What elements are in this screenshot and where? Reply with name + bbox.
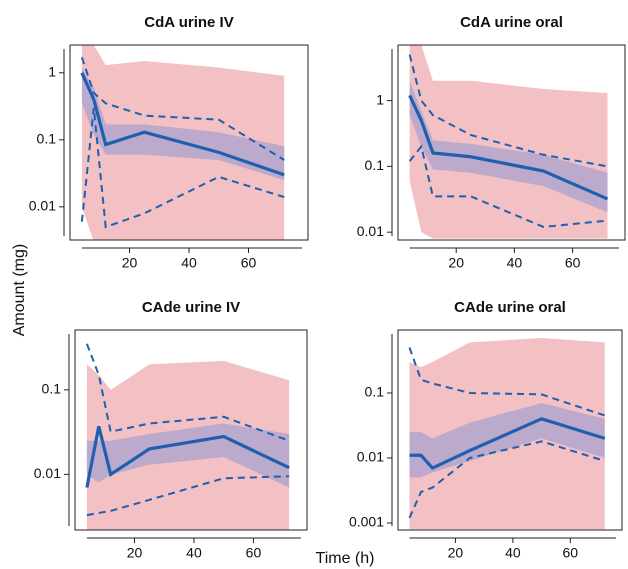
- x-tick-label: 40: [181, 255, 197, 271]
- panel-title: CAde urine oral: [454, 299, 566, 316]
- plot-frame: [74, 329, 308, 531]
- median-line: [85, 425, 290, 488]
- median-line: [409, 417, 606, 470]
- median-line: [408, 94, 609, 201]
- y-tick-label: 1: [48, 64, 56, 80]
- plot-frame: [397, 329, 623, 531]
- panel-title: CAde urine IV: [142, 299, 240, 316]
- x-tick-label: 60: [563, 545, 579, 561]
- percentile-line: [408, 144, 608, 228]
- x-tick-label: 40: [186, 545, 202, 561]
- percentile-line: [80, 107, 285, 229]
- y-tick-label: 0.001: [349, 514, 384, 530]
- y-tick-label: 0.1: [37, 131, 57, 147]
- x-tick-label: 60: [565, 255, 581, 271]
- plot-area: [408, 45, 609, 239]
- x-tick-label: 40: [507, 255, 523, 271]
- plot-area: [80, 45, 285, 240]
- x-tick-label: 60: [241, 255, 257, 271]
- x-axis-label: Time (h): [316, 550, 375, 567]
- percentile-line: [408, 347, 606, 417]
- x-tick-label: 40: [505, 545, 521, 561]
- x-tick-label: 60: [246, 545, 262, 561]
- percentile-line: [408, 54, 608, 168]
- y-tick-label: 0.01: [357, 223, 384, 239]
- percentile-line: [85, 343, 290, 442]
- x-tick-label: 20: [448, 545, 464, 561]
- plot-frame: [69, 44, 309, 241]
- panel-title: CdA urine IV: [144, 14, 233, 31]
- x-tick-label: 20: [448, 255, 464, 271]
- y-tick-label: 0.01: [29, 198, 56, 214]
- percentile-line: [80, 57, 285, 161]
- plot-area: [408, 338, 606, 530]
- plot-area: [85, 343, 290, 530]
- plot-frame: [397, 44, 626, 241]
- interval-band: [86, 423, 290, 488]
- percentile-line: [408, 440, 606, 519]
- x-tick-label: 20: [122, 255, 138, 271]
- x-tick-label: 20: [127, 545, 143, 561]
- panel-title: CdA urine oral: [460, 14, 563, 31]
- y-tick-label: 0.1: [42, 381, 62, 397]
- y-tick-label: 0.01: [34, 465, 61, 481]
- interval-band: [81, 67, 285, 181]
- y-tick-label: 0.1: [365, 384, 385, 400]
- y-tick-label: 0.01: [357, 449, 384, 465]
- y-axis-label: Amount (mg): [11, 244, 28, 336]
- median-line: [80, 72, 285, 177]
- y-tick-label: 1: [376, 91, 384, 107]
- interval-band: [409, 80, 608, 213]
- y-tick-label: 0.1: [365, 157, 385, 173]
